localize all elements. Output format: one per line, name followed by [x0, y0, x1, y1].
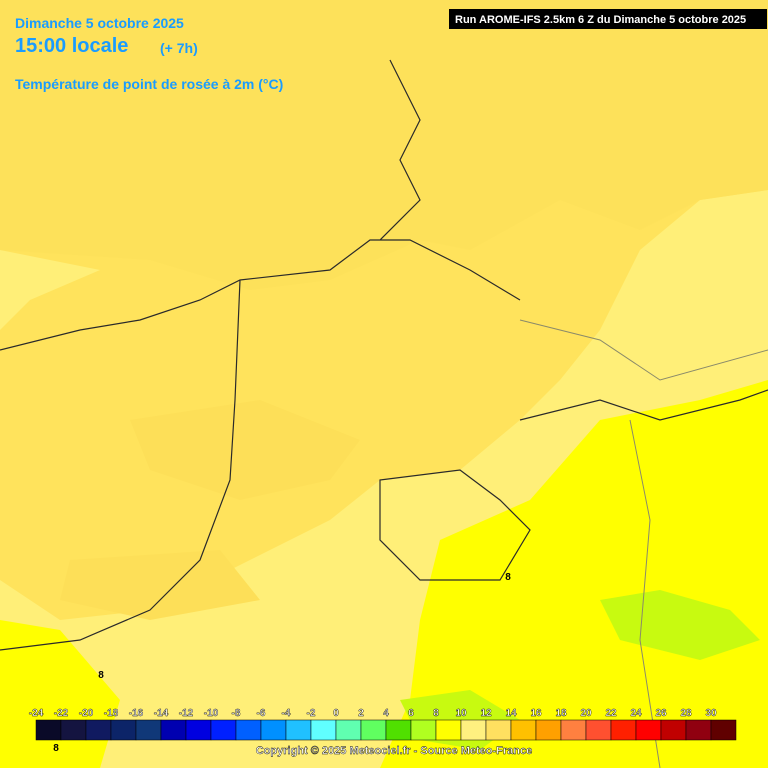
legend-swatch	[460, 719, 487, 741]
legend-swatch	[435, 719, 462, 741]
legend-swatch	[410, 719, 437, 741]
border	[519, 319, 768, 768]
lead: (+ 7h)	[160, 40, 198, 56]
copyright: Copyright © 2025 Meteociel.fr - Source M…	[256, 745, 532, 757]
legend-tick: -16	[129, 708, 144, 719]
variable: Température de point de rosée à 2m (°C)	[15, 76, 283, 92]
legend: -24 -22 -20 -18 -16 -14 -12 -10 -8 -6 -4 -2 0 2 4 6 8 10 1…	[29, 708, 737, 741]
map-label: 8	[53, 743, 59, 754]
legend-tick: -22	[54, 708, 69, 719]
border	[0, 59, 768, 651]
legend-swatch	[710, 719, 737, 741]
legend-swatch	[335, 719, 362, 741]
legend-swatch	[560, 719, 587, 741]
legend-swatch	[310, 719, 337, 741]
legend-tick: -10	[204, 708, 219, 719]
legend-tick: -24	[29, 708, 44, 719]
legend-tick: -14	[154, 708, 169, 719]
legend-tick: 6	[408, 708, 414, 719]
run-box	[449, 9, 767, 29]
legend-tick: 16	[530, 708, 542, 719]
legend-swatch	[610, 719, 637, 741]
legend-tick: 18	[555, 708, 567, 719]
legend-swatch	[135, 719, 162, 741]
time: 15:00 locale	[15, 35, 128, 57]
legend-tick: 24	[630, 708, 642, 719]
legend-swatch	[360, 719, 387, 741]
legend-tick: 26	[655, 708, 667, 719]
region	[0, 0, 768, 290]
legend-tick: 10	[455, 708, 467, 719]
legend-swatch	[160, 719, 187, 741]
region	[60, 400, 360, 620]
region	[0, 380, 768, 768]
legend-tick: 0	[333, 708, 339, 719]
legend-tick: -8	[232, 708, 241, 719]
legend-tick: 12	[480, 708, 492, 719]
legend-swatch	[260, 719, 287, 741]
legend-tick: -20	[79, 708, 94, 719]
legend-swatch	[510, 719, 537, 741]
legend-tick: 2	[358, 708, 364, 719]
legend-tick: 22	[605, 708, 617, 719]
legend-swatch	[35, 719, 62, 741]
legend-tick: -4	[282, 708, 291, 719]
legend-tick: 20	[580, 708, 592, 719]
legend-swatch	[535, 719, 562, 741]
legend-swatch	[660, 719, 687, 741]
legend-tick: 28	[680, 708, 692, 719]
legend-tick: 14	[505, 708, 517, 719]
date: Dimanche 5 octobre 2025	[15, 15, 184, 31]
legend-swatch	[210, 719, 237, 741]
legend-swatch	[685, 719, 712, 741]
legend-swatch	[585, 719, 612, 741]
legend-swatch	[485, 719, 512, 741]
legend-swatch	[185, 719, 212, 741]
legend-tick: -12	[179, 708, 194, 719]
legend-swatch	[85, 719, 112, 741]
legend-tick: 4	[383, 708, 389, 719]
legend-tick: -6	[257, 708, 266, 719]
legend-swatch	[635, 719, 662, 741]
legend-tick: 30	[705, 708, 717, 719]
run: Run AROME-IFS 2.5km 6 Z du Dimanche 5 oc…	[455, 14, 746, 26]
map-label: 8	[505, 572, 511, 583]
legend-swatch	[285, 719, 312, 741]
legend-swatch	[385, 719, 412, 741]
legend-tick: -18	[104, 708, 119, 719]
map-label: 8	[98, 670, 104, 681]
legend-swatch	[235, 719, 262, 741]
legend-swatch	[110, 719, 137, 741]
legend-swatch	[60, 719, 87, 741]
legend-tick: 8	[433, 708, 439, 719]
legend-tick: -2	[307, 708, 316, 719]
region	[400, 590, 760, 750]
